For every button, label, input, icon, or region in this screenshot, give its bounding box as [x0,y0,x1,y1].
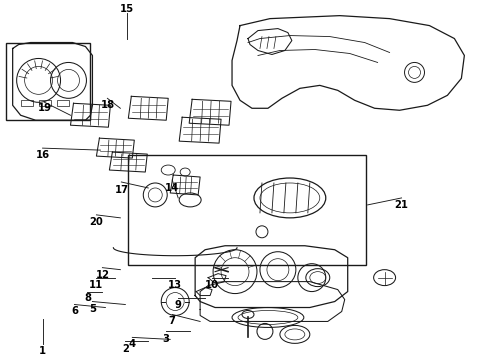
Text: 15: 15 [120,4,134,14]
Text: 1: 1 [39,346,46,356]
Text: 5: 5 [89,305,96,315]
Text: 18: 18 [100,100,115,110]
Text: 11: 11 [89,280,103,289]
Text: 13: 13 [168,280,182,289]
Text: 19: 19 [38,103,51,113]
Text: 6: 6 [71,306,78,316]
Text: 2: 2 [122,345,129,354]
Bar [56,100,69,106]
Text: 16: 16 [35,150,49,160]
Bar [39,100,50,106]
Text: 8: 8 [84,293,91,302]
Bar [6,42,91,120]
Text: 9: 9 [175,300,182,310]
Bar [128,155,366,265]
Text: 20: 20 [90,217,103,227]
Text: 17: 17 [114,185,128,195]
Text: 21: 21 [394,200,409,210]
Text: 3: 3 [163,334,170,345]
Text: 10: 10 [205,280,219,289]
Text: 14: 14 [165,183,179,193]
Text: 4: 4 [129,339,136,349]
Text: 12: 12 [96,270,109,280]
Bar [21,100,33,106]
Text: 7: 7 [169,316,175,327]
